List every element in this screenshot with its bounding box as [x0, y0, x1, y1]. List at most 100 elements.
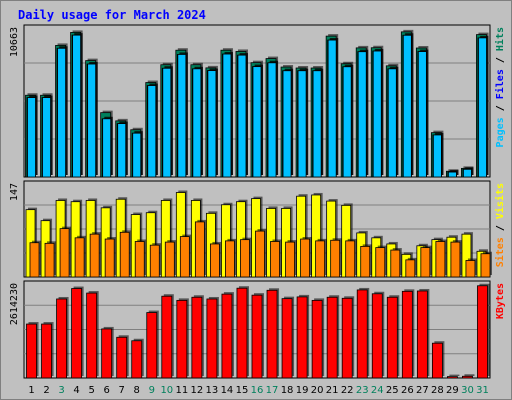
bar-sites-18 — [285, 241, 295, 278]
bar-sites-10 — [164, 241, 175, 278]
bar-kbytes-11 — [176, 299, 188, 379]
bar-sites-3 — [59, 228, 70, 278]
x-tick-label-17: 17 — [266, 385, 279, 396]
x-tick-label-10: 10 — [160, 385, 173, 396]
bar-sites-30 — [465, 260, 476, 278]
legend-hits: Hits — [494, 27, 506, 51]
bar-sites-13 — [209, 243, 220, 278]
x-tick-label-3: 3 — [58, 385, 64, 396]
panel-3-ymax-label: 2614230 — [9, 283, 20, 325]
bar-sites-8 — [134, 241, 145, 278]
bar-pages-18 — [282, 70, 292, 178]
bar-kbytes-15 — [236, 287, 248, 379]
bar-pages-12 — [192, 68, 202, 178]
bar-pages-22 — [342, 66, 352, 178]
bar-sites-5 — [89, 233, 100, 278]
bar-sites-23 — [360, 245, 371, 278]
x-tick-label-22: 22 — [341, 385, 354, 396]
bar-kbytes-14 — [221, 293, 233, 379]
x-tick-label-31: 31 — [476, 385, 489, 396]
bar-sites-27 — [420, 247, 431, 278]
bar-sites-22 — [345, 240, 356, 278]
bar-kbytes-18 — [281, 298, 293, 379]
bar-kbytes-31 — [477, 285, 488, 379]
legend-files: Files — [494, 69, 506, 99]
x-tick-label-26: 26 — [401, 385, 414, 396]
legend-sites: Sites — [494, 237, 506, 267]
x-tick-label-28: 28 — [431, 385, 444, 396]
bar-pages-30 — [463, 168, 472, 178]
bar-pages-17 — [267, 62, 277, 178]
bar-pages-16 — [252, 66, 262, 178]
bar-kbytes-5 — [86, 292, 98, 379]
bar-kbytes-22 — [341, 297, 353, 379]
bar-pages-4 — [72, 34, 82, 178]
x-tick-label-12: 12 — [191, 385, 204, 396]
bar-sites-14 — [225, 240, 235, 278]
bar-sites-12 — [194, 221, 205, 278]
x-tick-label-18: 18 — [281, 385, 294, 396]
bar-sites-19 — [300, 238, 311, 278]
bar-sites-15 — [240, 239, 250, 278]
x-tick-label-11: 11 — [175, 385, 188, 396]
bar-kbytes-6 — [101, 328, 113, 379]
x-tick-label-21: 21 — [326, 385, 339, 396]
bar-kbytes-24 — [371, 293, 383, 379]
x-tick-label-13: 13 — [206, 385, 219, 396]
chart-title: Daily usage for March 2024 — [18, 8, 206, 22]
x-tick-label-25: 25 — [386, 385, 399, 396]
bar-sites-24 — [375, 247, 386, 278]
x-tick-label-16: 16 — [251, 385, 264, 396]
bar-pages-20 — [312, 70, 322, 178]
bar-kbytes-3 — [56, 298, 67, 379]
bar-sites-21 — [330, 239, 341, 278]
x-tick-label-19: 19 — [296, 385, 309, 396]
bar-kbytes-8 — [131, 340, 143, 379]
bar-pages-2 — [42, 97, 51, 178]
x-tick-label-15: 15 — [236, 385, 249, 396]
legend-separator: / — [495, 219, 506, 237]
bar-pages-24 — [372, 50, 382, 178]
bar-kbytes-23 — [356, 289, 368, 379]
bar-sites-28 — [435, 241, 446, 278]
x-tick-label-23: 23 — [356, 385, 369, 396]
legend-separator: / — [495, 99, 506, 117]
legend-separator: / — [495, 51, 506, 69]
bar-kbytes-13 — [206, 298, 218, 379]
panel-1-legend-label: Pages / Files / Hits — [494, 27, 506, 147]
bar-pages-13 — [207, 70, 217, 178]
bar-pages-1 — [27, 97, 36, 178]
x-tick-label-27: 27 — [416, 385, 429, 396]
bar-pages-23 — [357, 51, 367, 178]
bar-pages-5 — [87, 63, 97, 178]
bar-pages-27 — [417, 51, 427, 178]
bar-pages-29 — [448, 171, 457, 178]
bar-sites-2 — [44, 242, 55, 278]
legend-kbytes: KBytes — [495, 283, 506, 319]
bar-kbytes-17 — [266, 289, 278, 379]
bar-kbytes-2 — [41, 323, 52, 379]
x-tick-label-2: 2 — [43, 385, 49, 396]
panel-1-ymax-label: 10663 — [9, 27, 20, 57]
bar-kbytes-29-shadow — [449, 374, 460, 376]
x-tick-label-20: 20 — [311, 385, 324, 396]
bar-pages-31 — [478, 37, 487, 178]
bar-pages-7 — [117, 123, 127, 178]
bar-pages-26 — [402, 34, 412, 178]
bar-kbytes-21 — [326, 296, 338, 379]
x-tick-label-1: 1 — [28, 385, 34, 396]
bar-kbytes-25 — [386, 296, 398, 379]
bar-sites-20 — [315, 240, 326, 278]
bar-kbytes-19 — [296, 296, 308, 379]
x-tick-label-24: 24 — [371, 385, 384, 396]
bar-pages-15 — [237, 54, 247, 178]
legend-visits: Visits — [494, 183, 506, 219]
bar-kbytes-4 — [71, 288, 83, 379]
bar-pages-28 — [432, 134, 442, 178]
x-tick-label-14: 14 — [221, 385, 234, 396]
bar-kbytes-12 — [191, 296, 203, 379]
bar-sites-11 — [179, 236, 190, 278]
bar-pages-6 — [102, 118, 112, 178]
bar-pages-11 — [177, 54, 187, 178]
bar-pages-19 — [297, 70, 307, 178]
